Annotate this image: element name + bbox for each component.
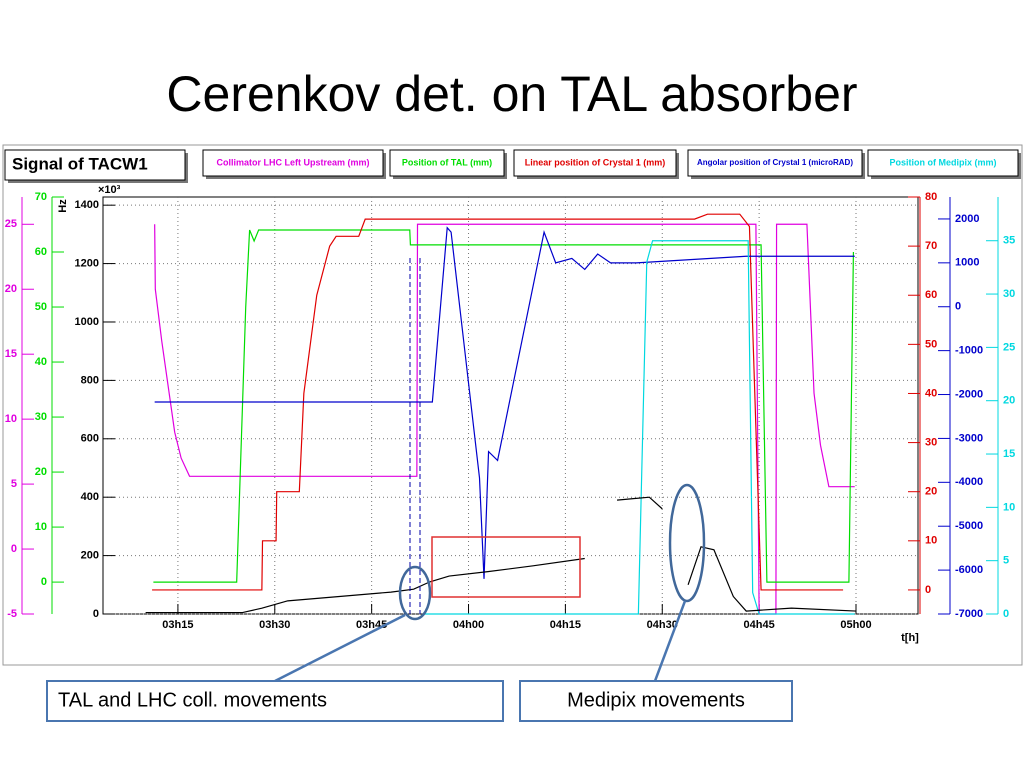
legend-box bbox=[513, 149, 677, 177]
y-tick-label: -1000 bbox=[955, 345, 983, 357]
series-line bbox=[153, 229, 855, 583]
y-tick-label: -2000 bbox=[955, 388, 983, 400]
y-tick-label: 20 bbox=[5, 283, 17, 295]
legend-label: Angolar position of Crystal 1 (microRAD) bbox=[697, 158, 853, 167]
y-tick-label: 800 bbox=[81, 374, 99, 386]
y-tick-label: 25 bbox=[1003, 341, 1015, 353]
x-tick-label: 04h15 bbox=[550, 619, 581, 631]
y-tick-label: 0 bbox=[1003, 608, 1009, 620]
slide-title: Cerenkov det. on TAL absorber bbox=[166, 66, 857, 122]
y-tick-label: 35 bbox=[1003, 235, 1015, 247]
legend-label: Position of TAL (mm) bbox=[402, 157, 492, 167]
callout-text: TAL and LHC coll. movements bbox=[58, 689, 327, 711]
signal-line bbox=[145, 557, 585, 614]
y-tick-label: 25 bbox=[5, 218, 17, 230]
x-axis-label: t[h] bbox=[901, 632, 919, 644]
x-tick-label: 03h30 bbox=[259, 619, 290, 631]
y-tick-label: 30 bbox=[1003, 288, 1015, 300]
legend-box bbox=[687, 149, 863, 177]
y-tick-label: 5 bbox=[1003, 555, 1009, 567]
legend-label: Linear position of Crystal 1 (mm) bbox=[525, 157, 666, 167]
series-line bbox=[154, 226, 855, 579]
y-tick-label: 10 bbox=[35, 521, 47, 533]
y-tick-label: 20 bbox=[925, 486, 937, 498]
y-tick-label: -6000 bbox=[955, 564, 983, 576]
y-tick-label: 10 bbox=[5, 413, 17, 425]
callout-line bbox=[653, 600, 687, 682]
y-tick-label: 40 bbox=[925, 387, 937, 399]
y-tick-label: 1000 bbox=[955, 257, 979, 269]
ellipse bbox=[668, 483, 706, 603]
y-tick-label: 0 bbox=[955, 301, 961, 313]
legend-label: Position of Medipix (mm) bbox=[890, 157, 997, 167]
y-tick-label: 0 bbox=[925, 584, 931, 596]
y-tick-label: -7000 bbox=[955, 608, 983, 620]
legend-box bbox=[867, 149, 1019, 177]
y-multiplier: ×10³ bbox=[98, 184, 121, 196]
ellipse bbox=[398, 565, 432, 621]
signal-line bbox=[617, 496, 663, 510]
y-tick-label: 30 bbox=[35, 411, 47, 423]
legend-label: Collimator LHC Left Upstream (mm) bbox=[216, 157, 369, 167]
x-tick-label: 04h30 bbox=[647, 619, 678, 631]
plot: 03h15 03h30 03h45 04h00 04h15 04h30 04h45 05h00… bbox=[5, 184, 1016, 644]
highlight-box bbox=[431, 536, 581, 598]
y-tick-label: 10 bbox=[1003, 501, 1015, 513]
y-tick-label: 0 bbox=[41, 576, 47, 588]
y-tick-label: 50 bbox=[35, 301, 47, 313]
y-tick-label: 1400 bbox=[75, 199, 99, 211]
x-tick-label: 04h45 bbox=[744, 619, 775, 631]
y-tick-label: 15 bbox=[5, 348, 17, 360]
y-tick-label: 60 bbox=[35, 246, 47, 258]
y-tick-label: 80 bbox=[925, 191, 937, 203]
x-tick-label: 03h45 bbox=[356, 619, 387, 631]
callout-text: Medipix movements bbox=[567, 689, 745, 711]
y-tick-label: 200 bbox=[81, 550, 99, 562]
y-tick-label: 15 bbox=[1003, 448, 1015, 460]
y-tick-label: 70 bbox=[35, 191, 47, 203]
y-tick-label: 400 bbox=[81, 491, 99, 503]
y-tick-label: 5 bbox=[11, 478, 17, 490]
y-tick-label: 50 bbox=[925, 338, 937, 350]
y-tick-label: 70 bbox=[925, 240, 937, 252]
legend-box bbox=[389, 149, 505, 177]
y-tick-label: 2000 bbox=[955, 213, 979, 225]
y-tick-label: 0 bbox=[11, 543, 17, 555]
y-tick-label: 60 bbox=[925, 289, 937, 301]
x-tick-label: 03h15 bbox=[162, 619, 193, 631]
signal-line bbox=[687, 546, 857, 612]
y-tick-label: 40 bbox=[35, 356, 47, 368]
x-tick-label: 05h00 bbox=[840, 619, 871, 631]
y-tick-label: 0 bbox=[93, 608, 99, 620]
y-tick-label: 20 bbox=[35, 466, 47, 478]
callout-line bbox=[274, 613, 406, 683]
y-tick-label: -5 bbox=[7, 608, 17, 620]
y-tick-label: -5000 bbox=[955, 520, 983, 532]
callout-box bbox=[46, 680, 504, 722]
y-tick-label: -3000 bbox=[955, 432, 983, 444]
series-line bbox=[152, 213, 844, 591]
plot-frame bbox=[102, 196, 919, 615]
y-tick-label: 20 bbox=[1003, 395, 1015, 407]
callout-box bbox=[519, 680, 793, 722]
y-tick-label: 10 bbox=[925, 535, 937, 547]
y-tick-label: -4000 bbox=[955, 476, 983, 488]
y-tick-label: 1000 bbox=[75, 316, 99, 328]
y-axis-label: Hz bbox=[57, 199, 69, 213]
y-tick-label: 30 bbox=[925, 436, 937, 448]
y-tick-label: 1200 bbox=[75, 257, 99, 269]
legend-box bbox=[202, 149, 384, 177]
y-tick-label: 600 bbox=[81, 433, 99, 445]
x-tick-label: 04h00 bbox=[453, 619, 484, 631]
chart-title: Signal of TACW1 bbox=[12, 154, 148, 173]
title-box bbox=[4, 149, 186, 181]
